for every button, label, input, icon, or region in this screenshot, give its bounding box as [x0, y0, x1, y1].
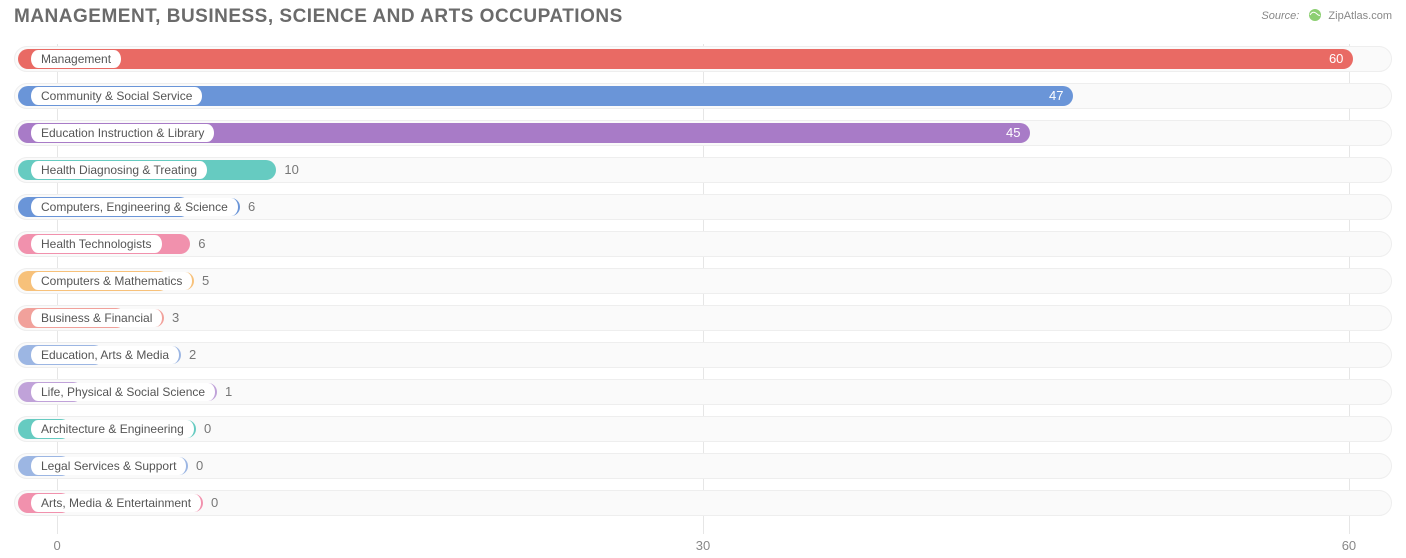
chart-row: Business & Financial 3 [14, 303, 1392, 333]
chart-row: Health Diagnosing & Treating 10 [14, 155, 1392, 185]
bar-category-pill: Business & Financial [29, 309, 164, 327]
source-attribution: Source: ZipAtlas.com [1261, 8, 1392, 22]
bar-category-pill: Health Technologists [29, 235, 164, 253]
bar-category-pill: Education Instruction & Library [29, 124, 216, 142]
bar-category-pill: Management [29, 50, 123, 68]
bar-track [14, 231, 1392, 257]
bar-value-label: 5 [202, 272, 209, 290]
bar-category-pill: Life, Physical & Social Science [29, 383, 217, 401]
bar-value-label: 6 [248, 198, 255, 216]
x-axis-tick-label: 30 [696, 538, 710, 553]
chart-row: Computers & Mathematics 5 [14, 266, 1392, 296]
bar-value-label: 10 [284, 161, 298, 179]
bar-value-label: 6 [198, 235, 205, 253]
bar-track [14, 268, 1392, 294]
bar-track [14, 305, 1392, 331]
x-axis-tick-label: 60 [1342, 538, 1356, 553]
bar-track [14, 379, 1392, 405]
source-label: Source: [1261, 10, 1299, 22]
chart-title: MANAGEMENT, BUSINESS, SCIENCE AND ARTS O… [14, 6, 623, 28]
bar-category-pill: Computers & Mathematics [29, 272, 194, 290]
bar-value-label: 60 [1329, 50, 1343, 68]
chart-row: Education, Arts & Media 2 [14, 340, 1392, 370]
chart-row: Community & Social Service 47 [14, 81, 1392, 111]
bar-value-label: 2 [189, 346, 196, 364]
chart-row: Education Instruction & Library 45 [14, 118, 1392, 148]
bar-value-label: 1 [225, 383, 232, 401]
bar-category-pill: Legal Services & Support [29, 457, 188, 475]
bar-value-label: 47 [1049, 87, 1063, 105]
bar-category-pill: Arts, Media & Entertainment [29, 494, 203, 512]
chart-row: Arts, Media & Entertainment 0 [14, 488, 1392, 518]
x-axis-tick-label: 0 [53, 538, 60, 553]
bar-value-label: 0 [204, 420, 211, 438]
bar-value-label: 0 [196, 457, 203, 475]
bar [18, 49, 1353, 69]
source-logo-icon [1308, 8, 1322, 22]
bar-category-pill: Architecture & Engineering [29, 420, 196, 438]
bar-track [14, 490, 1392, 516]
bar-value-label: 0 [211, 494, 218, 512]
chart-row: Legal Services & Support 0 [14, 451, 1392, 481]
bar-track [14, 342, 1392, 368]
bar-category-pill: Computers, Engineering & Science [29, 198, 240, 216]
bar-value-label: 45 [1006, 124, 1020, 142]
chart-row: Management 60 [14, 44, 1392, 74]
chart-row: Life, Physical & Social Science 1 [14, 377, 1392, 407]
bar-category-pill: Community & Social Service [29, 87, 204, 105]
bar-category-pill: Education, Arts & Media [29, 346, 181, 364]
chart-plot-area: 03060Management60Community & Social Serv… [14, 44, 1392, 544]
source-name: ZipAtlas.com [1328, 10, 1392, 22]
bar-track [14, 416, 1392, 442]
bar-value-label: 3 [172, 309, 179, 327]
chart-row: Computers, Engineering & Science 6 [14, 192, 1392, 222]
bar-category-pill: Health Diagnosing & Treating [29, 161, 209, 179]
chart-row: Health Technologists 6 [14, 229, 1392, 259]
chart-row: Architecture & Engineering 0 [14, 414, 1392, 444]
bar-track [14, 453, 1392, 479]
